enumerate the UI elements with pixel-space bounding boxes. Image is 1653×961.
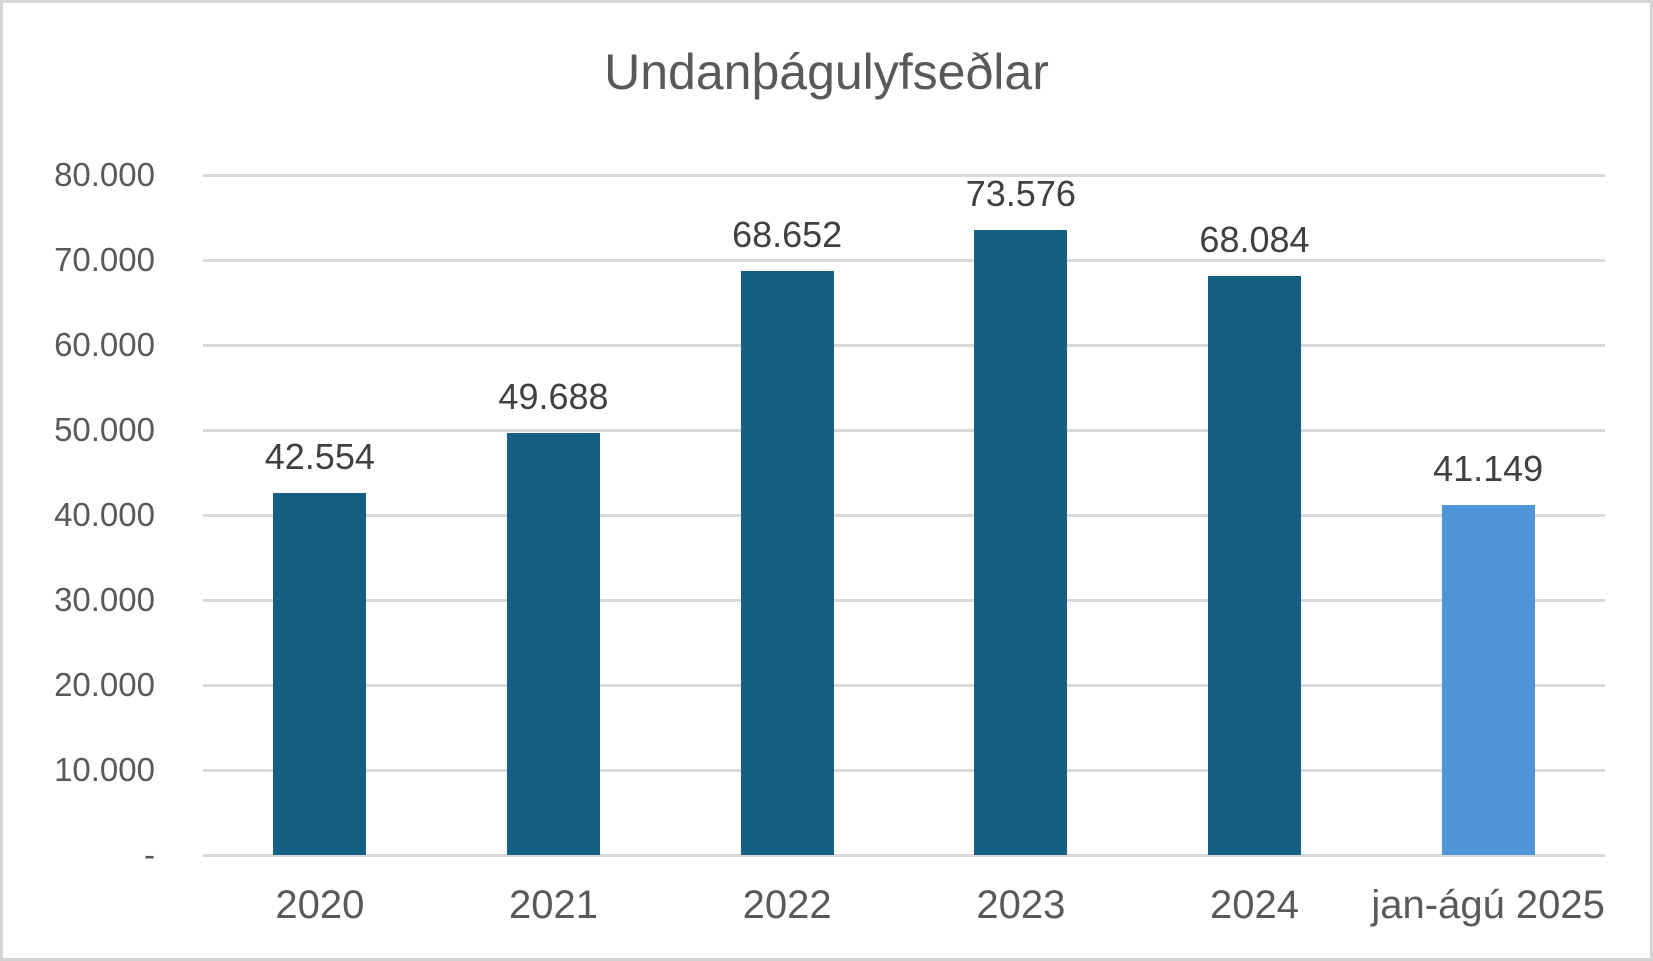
- y-axis-tick-label: 40.000: [54, 496, 155, 533]
- y-axis-tick-label: 80.000: [54, 156, 155, 193]
- x-axis-tick-label: 2023: [976, 883, 1066, 927]
- y-axis-tick-label: 70.000: [54, 241, 155, 278]
- x-axis-tick-label: 2024: [1209, 883, 1299, 927]
- bar-jan-ágú 2025: [1441, 505, 1535, 855]
- data-label: 73.576: [965, 172, 1076, 214]
- gridline: [203, 258, 1605, 262]
- x-axis-tick-label: 2020: [275, 883, 365, 927]
- gridline: [203, 343, 1605, 347]
- data-label: 68.652: [732, 214, 843, 256]
- gridline: [203, 853, 1605, 857]
- gridline: [203, 598, 1605, 602]
- x-axis-tick-label: 2021: [508, 883, 598, 927]
- y-axis-tick-label: 10.000: [54, 751, 155, 788]
- x-axis-tick-label: jan-ágú 2025: [1371, 883, 1605, 927]
- data-label: 41.149: [1433, 448, 1544, 490]
- bar-2022: [740, 271, 834, 855]
- y-axis-tick-label: -: [144, 836, 155, 873]
- gridline: [203, 513, 1605, 517]
- chart-title: Undanþágulyfseðlar: [604, 44, 1049, 100]
- y-axis-tick-label: 30.000: [54, 581, 155, 618]
- y-axis-tick-label: 50.000: [54, 411, 155, 448]
- gridline: [203, 173, 1605, 177]
- gridline: [203, 683, 1605, 687]
- y-axis-tick-label: 60.000: [54, 326, 155, 363]
- bar-2021: [507, 432, 600, 855]
- bar-2023: [974, 229, 1068, 855]
- bar-2020: [273, 493, 367, 855]
- data-label: 49.688: [498, 375, 609, 417]
- data-label: 68.084: [1199, 219, 1310, 261]
- x-axis-tick-label: 2022: [742, 883, 832, 927]
- bar-2024: [1208, 276, 1301, 855]
- y-axis-tick-label: 20.000: [54, 666, 155, 703]
- data-label: 42.554: [264, 436, 375, 478]
- gridline: [203, 428, 1605, 432]
- gridline: [203, 768, 1605, 772]
